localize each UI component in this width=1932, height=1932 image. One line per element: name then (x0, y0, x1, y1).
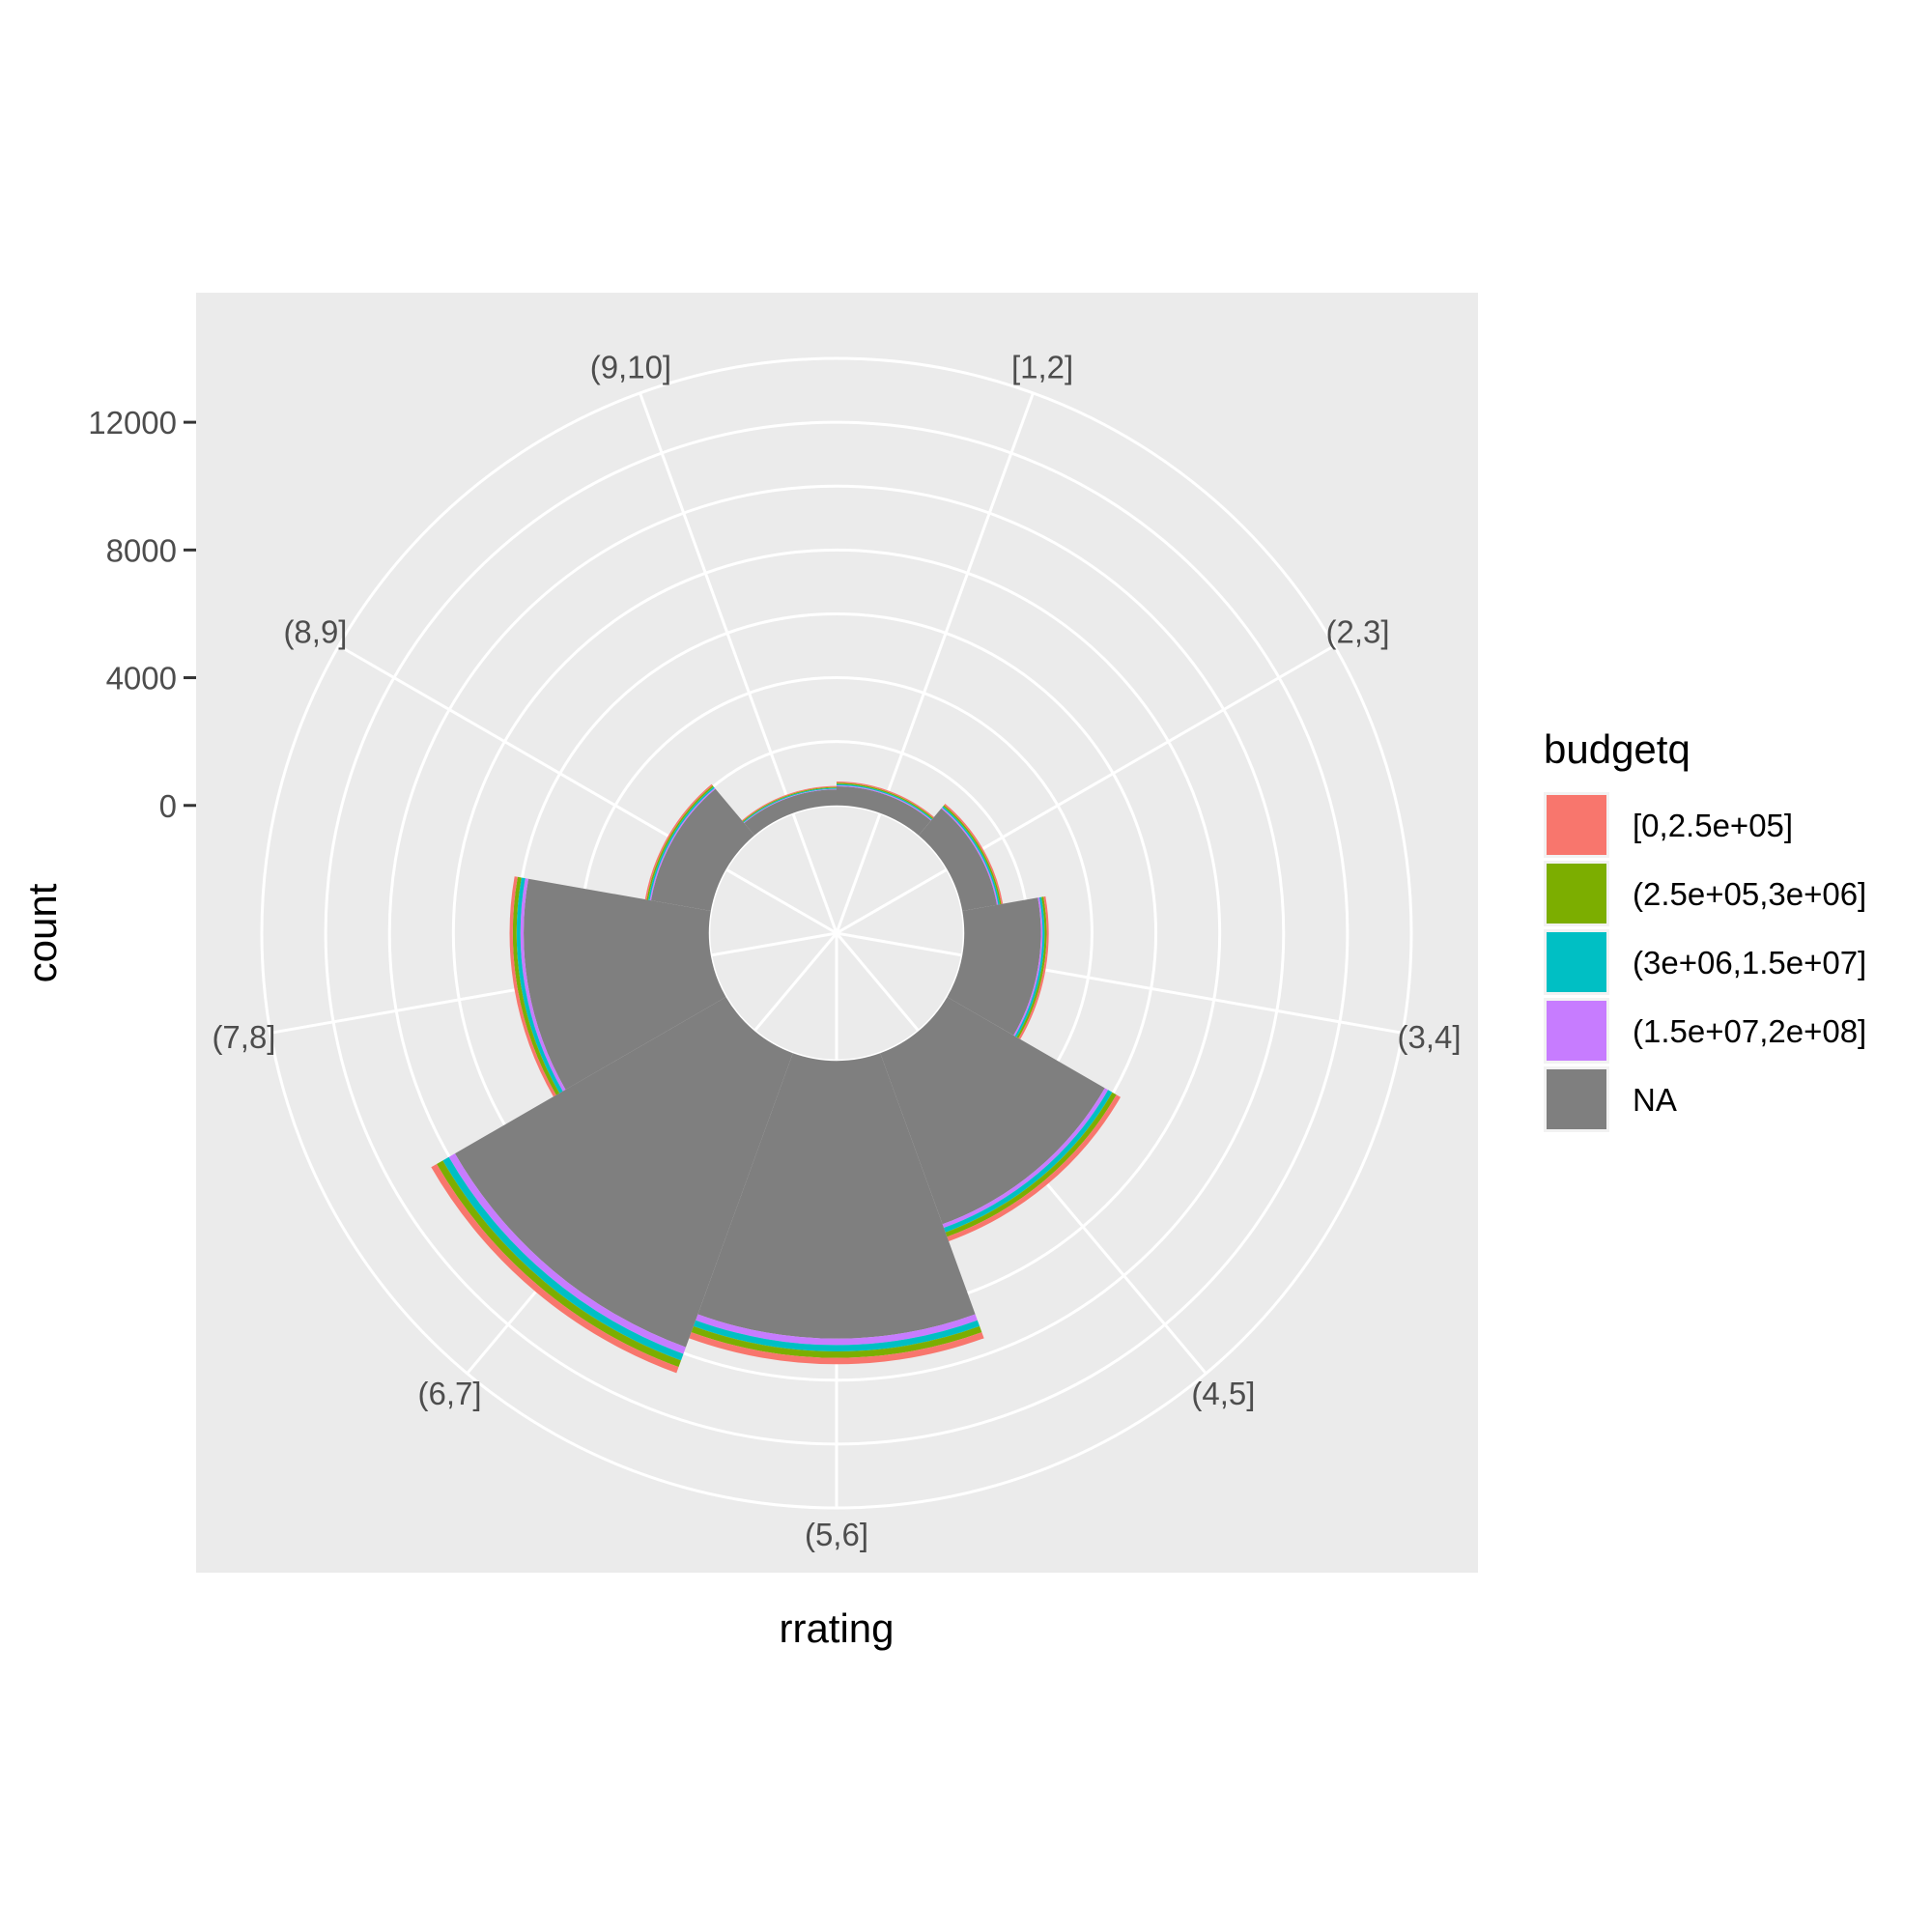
bar-segment (693, 1320, 980, 1352)
legend-label: NA (1633, 1082, 1677, 1118)
grid-spoke (337, 644, 838, 935)
bar-segment (454, 997, 793, 1348)
bar-segment (947, 897, 1041, 1036)
x-tick-label: (7,8] (212, 1019, 275, 1055)
x-tick-labels: [1,2] (2,3] (3,4] (4,5] (5,6] (6,7] (7,8] (8,9]… (212, 350, 1461, 1552)
grid-layer (260, 356, 1413, 1510)
bar-segment (524, 878, 726, 1090)
bar-segment (520, 878, 566, 1092)
grid-spoke (836, 644, 1336, 935)
x-tick-label: (9,10] (590, 350, 671, 385)
bar-segment (509, 876, 556, 1097)
grid-spoke (835, 392, 1035, 934)
y-tick-label: 12000 (88, 405, 177, 440)
bar-segment (837, 785, 931, 836)
bars-layer (431, 781, 1121, 1374)
x-axis-title: rrating (779, 1605, 894, 1651)
x-tick-label: (5,6] (805, 1517, 868, 1552)
bar-segment (689, 1332, 984, 1365)
legend-label: (3e+06,1.5e+07] (1633, 945, 1866, 980)
legend-key (1547, 864, 1606, 923)
grid-spoke (639, 392, 838, 934)
legend-key (1547, 932, 1606, 992)
legend-label: (1.5e+07,2e+08] (1633, 1013, 1866, 1049)
bar-segment (1013, 896, 1043, 1037)
y-axis: 0 4000 8000 12000 (88, 405, 196, 824)
legend-key (1547, 795, 1606, 855)
bar-segment (1018, 895, 1049, 1039)
y-axis-title: count (19, 883, 65, 982)
x-tick-label: (2,3] (1326, 614, 1390, 650)
legend-label: (2.5e+05,3e+06] (1633, 876, 1866, 912)
x-tick-label: (4,5] (1191, 1376, 1255, 1411)
y-tick-label: 4000 (106, 661, 177, 696)
bar-segment (691, 1325, 982, 1358)
legend-label: [0,2.5e+05] (1633, 808, 1793, 843)
x-tick-label: (6,7] (418, 1376, 482, 1411)
legend-key (1547, 1001, 1606, 1061)
bar-segment (512, 876, 560, 1095)
bar-segment (516, 877, 563, 1094)
legend-key (1547, 1069, 1606, 1129)
grid-spoke (836, 931, 1404, 1035)
x-tick-label: (3,4] (1398, 1019, 1462, 1055)
bar-segment (696, 1314, 978, 1346)
bar-segment (918, 808, 998, 912)
y-tick-label: 0 (159, 788, 177, 824)
bar-segment (697, 1053, 976, 1339)
legend: budgetq [0,2.5e+05] (2.5e+05,3e+06] (3e+06… (1544, 726, 1866, 1132)
legend-title: budgetq (1544, 726, 1690, 772)
y-tick-label: 8000 (106, 532, 177, 568)
bar-segment (650, 788, 755, 912)
bar-segment (1014, 896, 1045, 1037)
x-tick-label: (8,9] (283, 614, 347, 650)
x-tick-label: [1,2] (1011, 350, 1073, 385)
bar-segment (744, 789, 837, 836)
bar-segment (1016, 896, 1047, 1038)
bar-segment (880, 997, 1105, 1225)
